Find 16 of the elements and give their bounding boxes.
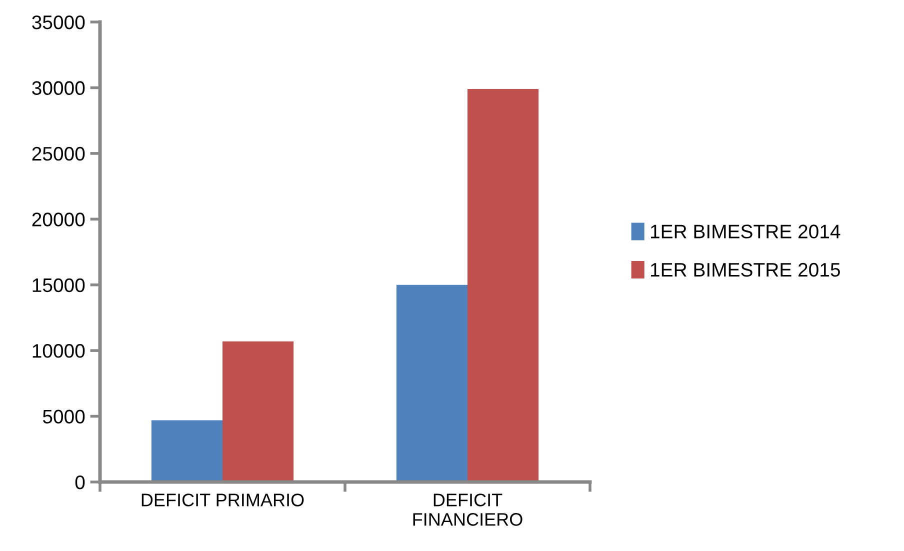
y-tick-label: 30000 bbox=[32, 81, 85, 95]
y-tick-label: 10000 bbox=[32, 344, 85, 358]
y-tick-label: 0 bbox=[75, 475, 85, 490]
legend-label: 1ER BIMESTRE 2015 bbox=[650, 262, 840, 277]
x-tick-label: DEFICIT FINANCIERO bbox=[413, 494, 522, 526]
legend-label: 1ER BIMESTRE 2014 bbox=[650, 224, 840, 238]
x-tick-label: DEFICIT PRIMARIO bbox=[142, 494, 304, 506]
y-tick-label: 35000 bbox=[32, 15, 85, 30]
y-tick-label: 5000 bbox=[42, 410, 85, 424]
bar bbox=[468, 89, 539, 482]
y-tick-label: 20000 bbox=[32, 212, 85, 226]
bar bbox=[222, 341, 294, 482]
y-tick-label: 15000 bbox=[32, 278, 85, 292]
bar bbox=[396, 284, 468, 482]
y-tick-label: 25000 bbox=[32, 146, 85, 161]
bar bbox=[151, 420, 222, 482]
